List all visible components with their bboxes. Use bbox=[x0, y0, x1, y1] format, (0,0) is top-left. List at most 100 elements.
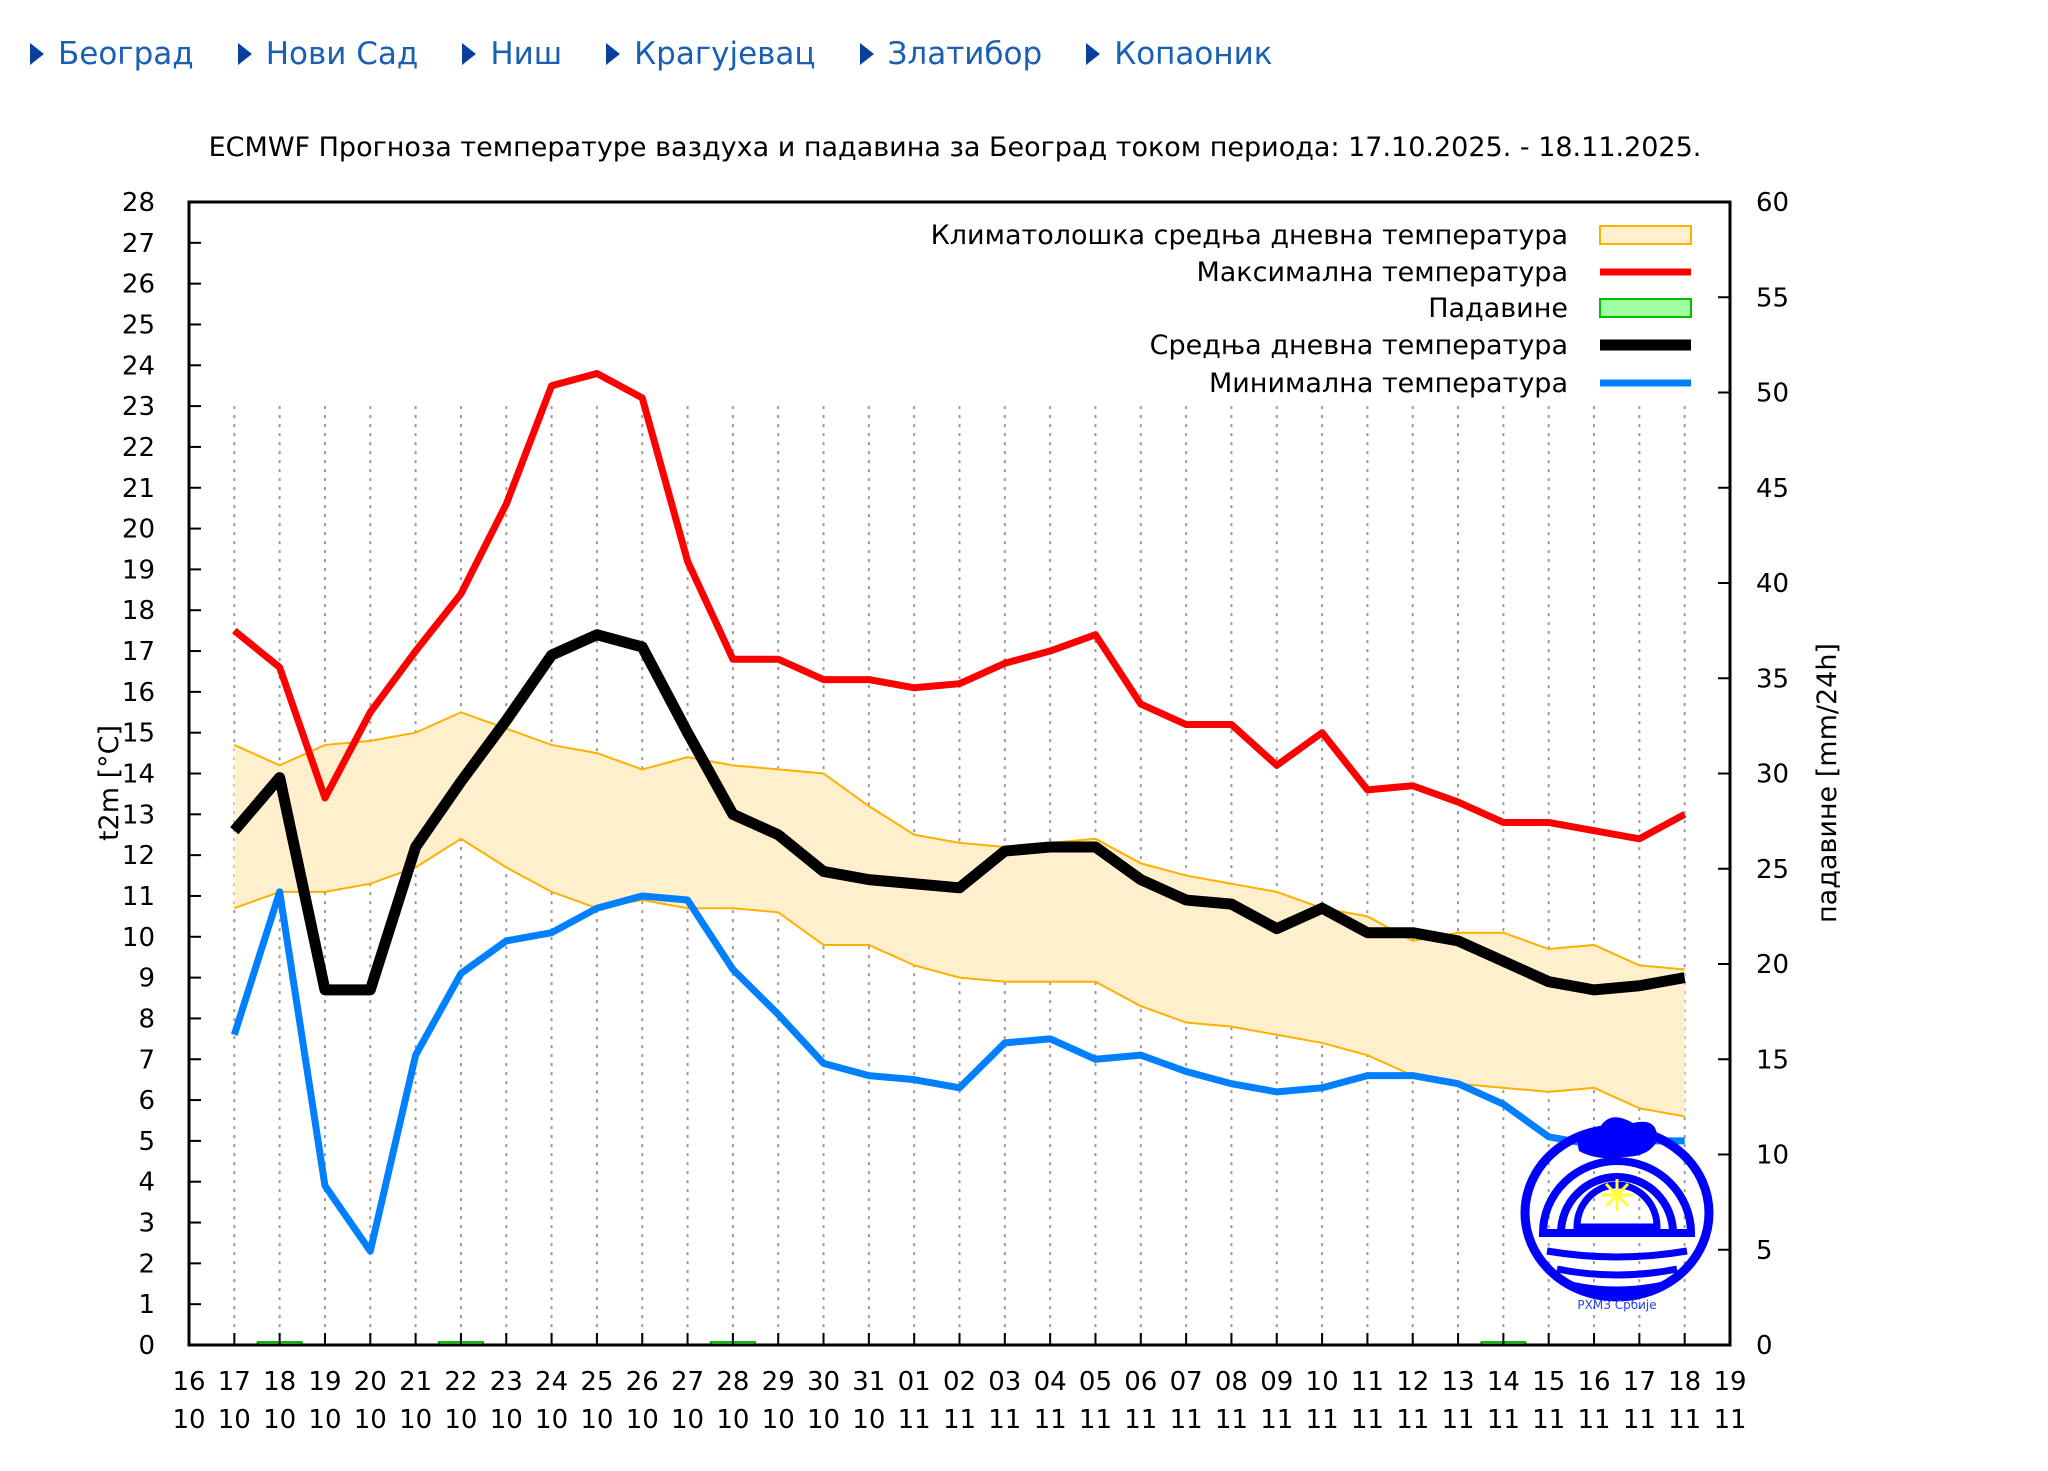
x-tick-month: 10 bbox=[172, 1405, 205, 1435]
x-tick-day: 16 bbox=[172, 1367, 205, 1397]
nav-link-nis[interactable]: Ниш bbox=[462, 36, 562, 72]
nav-label: Крагујевац bbox=[634, 36, 816, 72]
y2-tick-label: 50 bbox=[1756, 379, 1789, 409]
y-tick-label: 1 bbox=[138, 1290, 155, 1320]
y-tick-label: 9 bbox=[138, 964, 155, 994]
max-temperature-line bbox=[232, 369, 1687, 843]
x-tick-month: 11 bbox=[943, 1405, 976, 1435]
x-tick-month: 11 bbox=[1577, 1405, 1610, 1435]
y2-tick-label: 15 bbox=[1756, 1045, 1789, 1075]
nav-link-kragujevac[interactable]: Крагујевац bbox=[606, 36, 816, 72]
y-tick-label: 22 bbox=[122, 433, 155, 463]
x-tick-day: 07 bbox=[1170, 1367, 1203, 1397]
x-tick-day: 17 bbox=[218, 1367, 251, 1397]
x-tick-month: 11 bbox=[1351, 1405, 1384, 1435]
x-tick-month: 11 bbox=[1124, 1405, 1157, 1435]
x-tick-day: 08 bbox=[1215, 1367, 1248, 1397]
y2-tick-label: 55 bbox=[1756, 283, 1789, 313]
arrow-right-icon bbox=[462, 43, 477, 65]
x-tick-month: 11 bbox=[1260, 1405, 1293, 1435]
x-tick-day: 15 bbox=[1532, 1367, 1565, 1397]
x-tick-day: 01 bbox=[898, 1367, 931, 1397]
x-tick-day: 13 bbox=[1442, 1367, 1475, 1397]
x-tick-month: 10 bbox=[263, 1405, 296, 1435]
x-tick-day: 19 bbox=[1713, 1367, 1746, 1397]
x-tick-month: 10 bbox=[490, 1405, 523, 1435]
x-tick-month: 10 bbox=[535, 1405, 568, 1435]
chart-title: ECMWF Прогноза температуре ваздуха и пад… bbox=[209, 132, 1702, 163]
y-tick-label: 26 bbox=[122, 270, 155, 300]
x-tick-month: 11 bbox=[1306, 1405, 1339, 1435]
y-tick-label: 8 bbox=[138, 1004, 155, 1034]
y2-axis-label: падавине [mm/24h] bbox=[1812, 643, 1843, 923]
x-tick-day: 19 bbox=[308, 1367, 341, 1397]
x-tick-day: 29 bbox=[762, 1367, 795, 1397]
x-tick-day: 12 bbox=[1396, 1367, 1429, 1397]
arrow-right-icon bbox=[1086, 43, 1101, 65]
x-tick-month: 11 bbox=[1079, 1405, 1112, 1435]
x-tick-month: 11 bbox=[1442, 1405, 1475, 1435]
legend-swatch-clim bbox=[1599, 225, 1692, 245]
nav-link-beograd[interactable]: Београд bbox=[30, 36, 194, 72]
x-tick-month: 10 bbox=[308, 1405, 341, 1435]
x-tick-month: 11 bbox=[898, 1405, 931, 1435]
x-tick-day: 02 bbox=[943, 1367, 976, 1397]
x-tick-day: 23 bbox=[490, 1367, 523, 1397]
x-tick-month: 11 bbox=[1668, 1405, 1701, 1435]
y2-tick-label: 60 bbox=[1756, 188, 1789, 218]
x-tick-day: 05 bbox=[1079, 1367, 1112, 1397]
x-tick-day: 18 bbox=[263, 1367, 296, 1397]
min-temperature-line bbox=[230, 888, 1685, 1255]
x-tick-month: 11 bbox=[1532, 1405, 1565, 1435]
x-tick-month: 10 bbox=[671, 1405, 704, 1435]
x-tick-day: 06 bbox=[1124, 1367, 1157, 1397]
arrow-right-icon bbox=[237, 43, 252, 65]
nav-link-kopaonik[interactable]: Копаоник bbox=[1086, 36, 1273, 72]
arrow-right-icon bbox=[30, 43, 44, 65]
arrow-right-icon bbox=[859, 43, 874, 65]
x-tick-day: 20 bbox=[354, 1367, 387, 1397]
x-tick-day: 28 bbox=[716, 1367, 749, 1397]
x-tick-day: 21 bbox=[399, 1367, 432, 1397]
nav-label: Ниш bbox=[490, 36, 563, 72]
x-tick-day: 27 bbox=[671, 1367, 704, 1397]
mean-temperature-line bbox=[230, 629, 1686, 996]
x-tick-day: 16 bbox=[1577, 1367, 1610, 1397]
y-tick-label: 2 bbox=[138, 1249, 155, 1279]
y-tick-label: 28 bbox=[122, 188, 155, 218]
y-tick-label: 14 bbox=[122, 760, 155, 790]
x-tick-month: 10 bbox=[354, 1405, 387, 1435]
climatology-band bbox=[234, 712, 1685, 1117]
nav-link-zlatibor[interactable]: Златибор bbox=[859, 36, 1042, 72]
rhmz-logo: РХМЗ Србије bbox=[1520, 1117, 1714, 1312]
x-tick-month: 10 bbox=[852, 1405, 885, 1435]
x-tick-month: 11 bbox=[1170, 1405, 1203, 1435]
x-tick-day: 25 bbox=[580, 1367, 613, 1397]
nav-link-novi-sad[interactable]: Нови Сад bbox=[237, 36, 418, 72]
x-tick-day: 03 bbox=[988, 1367, 1021, 1397]
x-tick-month: 11 bbox=[1396, 1405, 1429, 1435]
x-tick-day: 18 bbox=[1668, 1367, 1701, 1397]
legend-label-precip: Падавине bbox=[1428, 293, 1568, 324]
x-tick-month: 10 bbox=[626, 1405, 659, 1435]
x-tick-day: 14 bbox=[1487, 1367, 1520, 1397]
x-tick-month: 10 bbox=[399, 1405, 432, 1435]
y-tick-label: 17 bbox=[122, 637, 155, 667]
y-axis-label: t2m [°C] bbox=[94, 725, 125, 841]
x-tick-month: 11 bbox=[1034, 1405, 1067, 1435]
y-tick-label: 23 bbox=[122, 392, 155, 422]
y2-tick-label: 40 bbox=[1756, 569, 1789, 599]
x-tick-day: 17 bbox=[1623, 1367, 1656, 1397]
y2-tick-label: 20 bbox=[1756, 950, 1789, 980]
y2-tick-label: 10 bbox=[1756, 1141, 1789, 1171]
legend-label-mean: Средња дневна температура bbox=[1150, 330, 1568, 361]
y2-tick-label: 0 bbox=[1756, 1331, 1773, 1361]
y-tick-label: 20 bbox=[122, 515, 155, 545]
y-tick-label: 4 bbox=[138, 1168, 155, 1198]
y-tick-label: 21 bbox=[122, 474, 155, 504]
legend-swatch-precip bbox=[1599, 298, 1692, 318]
logo-text: РХМЗ Србије bbox=[1577, 1298, 1656, 1312]
y2-tick-label: 30 bbox=[1756, 760, 1789, 790]
y-tick-label: 27 bbox=[122, 229, 155, 259]
